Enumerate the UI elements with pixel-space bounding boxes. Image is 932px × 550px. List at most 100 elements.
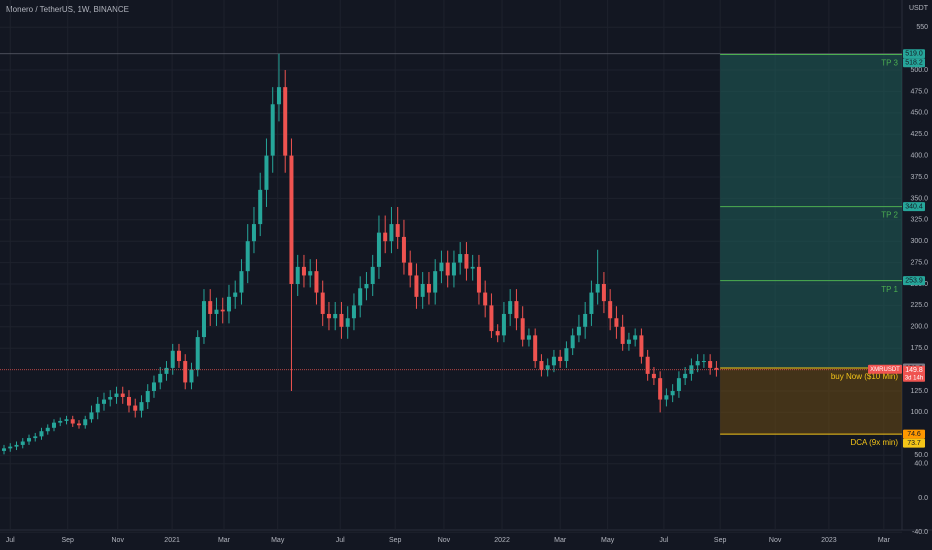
candle-body bbox=[283, 87, 288, 156]
candle-body bbox=[695, 361, 700, 366]
x-tick-label: 2021 bbox=[164, 537, 180, 544]
candle-body bbox=[645, 356, 650, 374]
candle-body bbox=[339, 313, 344, 327]
candle-body bbox=[401, 236, 406, 263]
candle-body bbox=[501, 313, 506, 336]
candle-body bbox=[408, 262, 413, 276]
candle-body bbox=[383, 232, 388, 242]
x-tick-label: Jul bbox=[659, 537, 668, 544]
y-tick-label: 550 bbox=[916, 24, 928, 31]
candle-body bbox=[608, 301, 613, 319]
price-tag-label: 340.4 bbox=[905, 203, 923, 210]
x-tick-label: Nov bbox=[769, 537, 782, 544]
candle-body bbox=[308, 271, 313, 276]
candle-body bbox=[45, 427, 50, 432]
x-tick-label: May bbox=[601, 537, 615, 544]
candle-body bbox=[633, 335, 638, 340]
y-tick-label: 100.0 bbox=[910, 409, 928, 416]
candle-body bbox=[495, 331, 500, 336]
y-tick-label: 200.0 bbox=[910, 324, 928, 331]
candle-body bbox=[151, 382, 156, 391]
candle-body bbox=[89, 412, 94, 420]
candle-body bbox=[664, 395, 669, 400]
candle-body bbox=[508, 301, 513, 314]
candle-body bbox=[264, 155, 269, 190]
candle-body bbox=[420, 284, 425, 297]
candle-body bbox=[670, 390, 675, 396]
candle-body bbox=[20, 441, 25, 445]
candle-body bbox=[701, 361, 706, 363]
candle-body bbox=[114, 393, 119, 397]
y-tick-label: 475.0 bbox=[910, 88, 928, 95]
candle-body bbox=[195, 337, 200, 370]
candle-body bbox=[108, 396, 113, 400]
candle-body bbox=[76, 423, 81, 426]
x-tick-label: Mar bbox=[554, 537, 567, 544]
candle-body bbox=[26, 438, 31, 442]
candle-body bbox=[389, 224, 394, 242]
candle-body bbox=[133, 405, 138, 411]
currency: USDT bbox=[909, 5, 929, 12]
candle-body bbox=[558, 356, 563, 362]
y-tick-label: 500.0 bbox=[910, 67, 928, 74]
level-label: TP 3 bbox=[881, 59, 898, 68]
candle-body bbox=[539, 361, 544, 370]
price-tag bbox=[903, 276, 925, 286]
candle-body bbox=[83, 419, 88, 426]
candle-body bbox=[289, 155, 294, 285]
candle-body bbox=[226, 296, 231, 312]
level-label: TP 2 bbox=[881, 211, 898, 220]
x-tick-label: Sep bbox=[62, 537, 75, 544]
y-tick-label: 0.0 bbox=[918, 495, 928, 502]
candle-body bbox=[564, 348, 569, 362]
candle-body bbox=[451, 262, 456, 276]
candle-body bbox=[95, 403, 100, 413]
last-price-tag bbox=[903, 365, 925, 382]
candle-body bbox=[120, 393, 125, 397]
candle-body bbox=[714, 367, 719, 370]
x-tick-label: Sep bbox=[389, 537, 402, 544]
candle-body bbox=[258, 189, 263, 225]
x-tick-label: 2022 bbox=[494, 537, 510, 544]
candle-body bbox=[470, 266, 475, 269]
candle-body bbox=[351, 305, 356, 319]
candle-body bbox=[233, 292, 238, 297]
y-tick-label: 50.0 bbox=[914, 452, 928, 459]
candle-body bbox=[276, 87, 281, 105]
candle-body bbox=[651, 373, 656, 379]
candle-body bbox=[270, 104, 275, 156]
candle-body bbox=[433, 271, 438, 293]
price-tag-label: 253.9 bbox=[905, 278, 923, 285]
y-tick-label: 125.0 bbox=[910, 388, 928, 395]
candle-body bbox=[676, 378, 681, 391]
candle-body bbox=[126, 396, 131, 406]
candle-body bbox=[301, 266, 306, 276]
level-label: TP 1 bbox=[881, 285, 898, 294]
symbol-tag bbox=[868, 364, 902, 374]
candle-body bbox=[39, 431, 44, 437]
price-tag-label: 518.2 bbox=[905, 60, 923, 67]
candle-body bbox=[689, 365, 694, 374]
candle-body bbox=[614, 318, 619, 327]
y-tick-label: 350.0 bbox=[910, 195, 928, 202]
y-tick-label: 375.0 bbox=[910, 174, 928, 181]
candle-body bbox=[8, 446, 13, 449]
candle-body bbox=[426, 284, 431, 293]
candle-body bbox=[576, 326, 581, 336]
candle-body bbox=[445, 262, 450, 276]
price-tag-label: 73.7 bbox=[907, 440, 921, 447]
candle-body bbox=[414, 275, 419, 297]
candle-body bbox=[520, 318, 525, 340]
price-tag-label: 74.6 bbox=[907, 431, 921, 438]
candle-body bbox=[526, 335, 531, 340]
countdown: 3d 14h bbox=[905, 375, 923, 381]
candle-body bbox=[708, 361, 713, 368]
candle-body bbox=[51, 422, 56, 428]
candle-body bbox=[551, 356, 556, 366]
candle-body bbox=[595, 284, 600, 293]
y-tick-label: 40.0 bbox=[914, 461, 928, 468]
y-tick-label: 175.0 bbox=[910, 345, 928, 352]
price-tag-label: 519.0 bbox=[905, 51, 923, 58]
candle-body bbox=[570, 335, 575, 349]
